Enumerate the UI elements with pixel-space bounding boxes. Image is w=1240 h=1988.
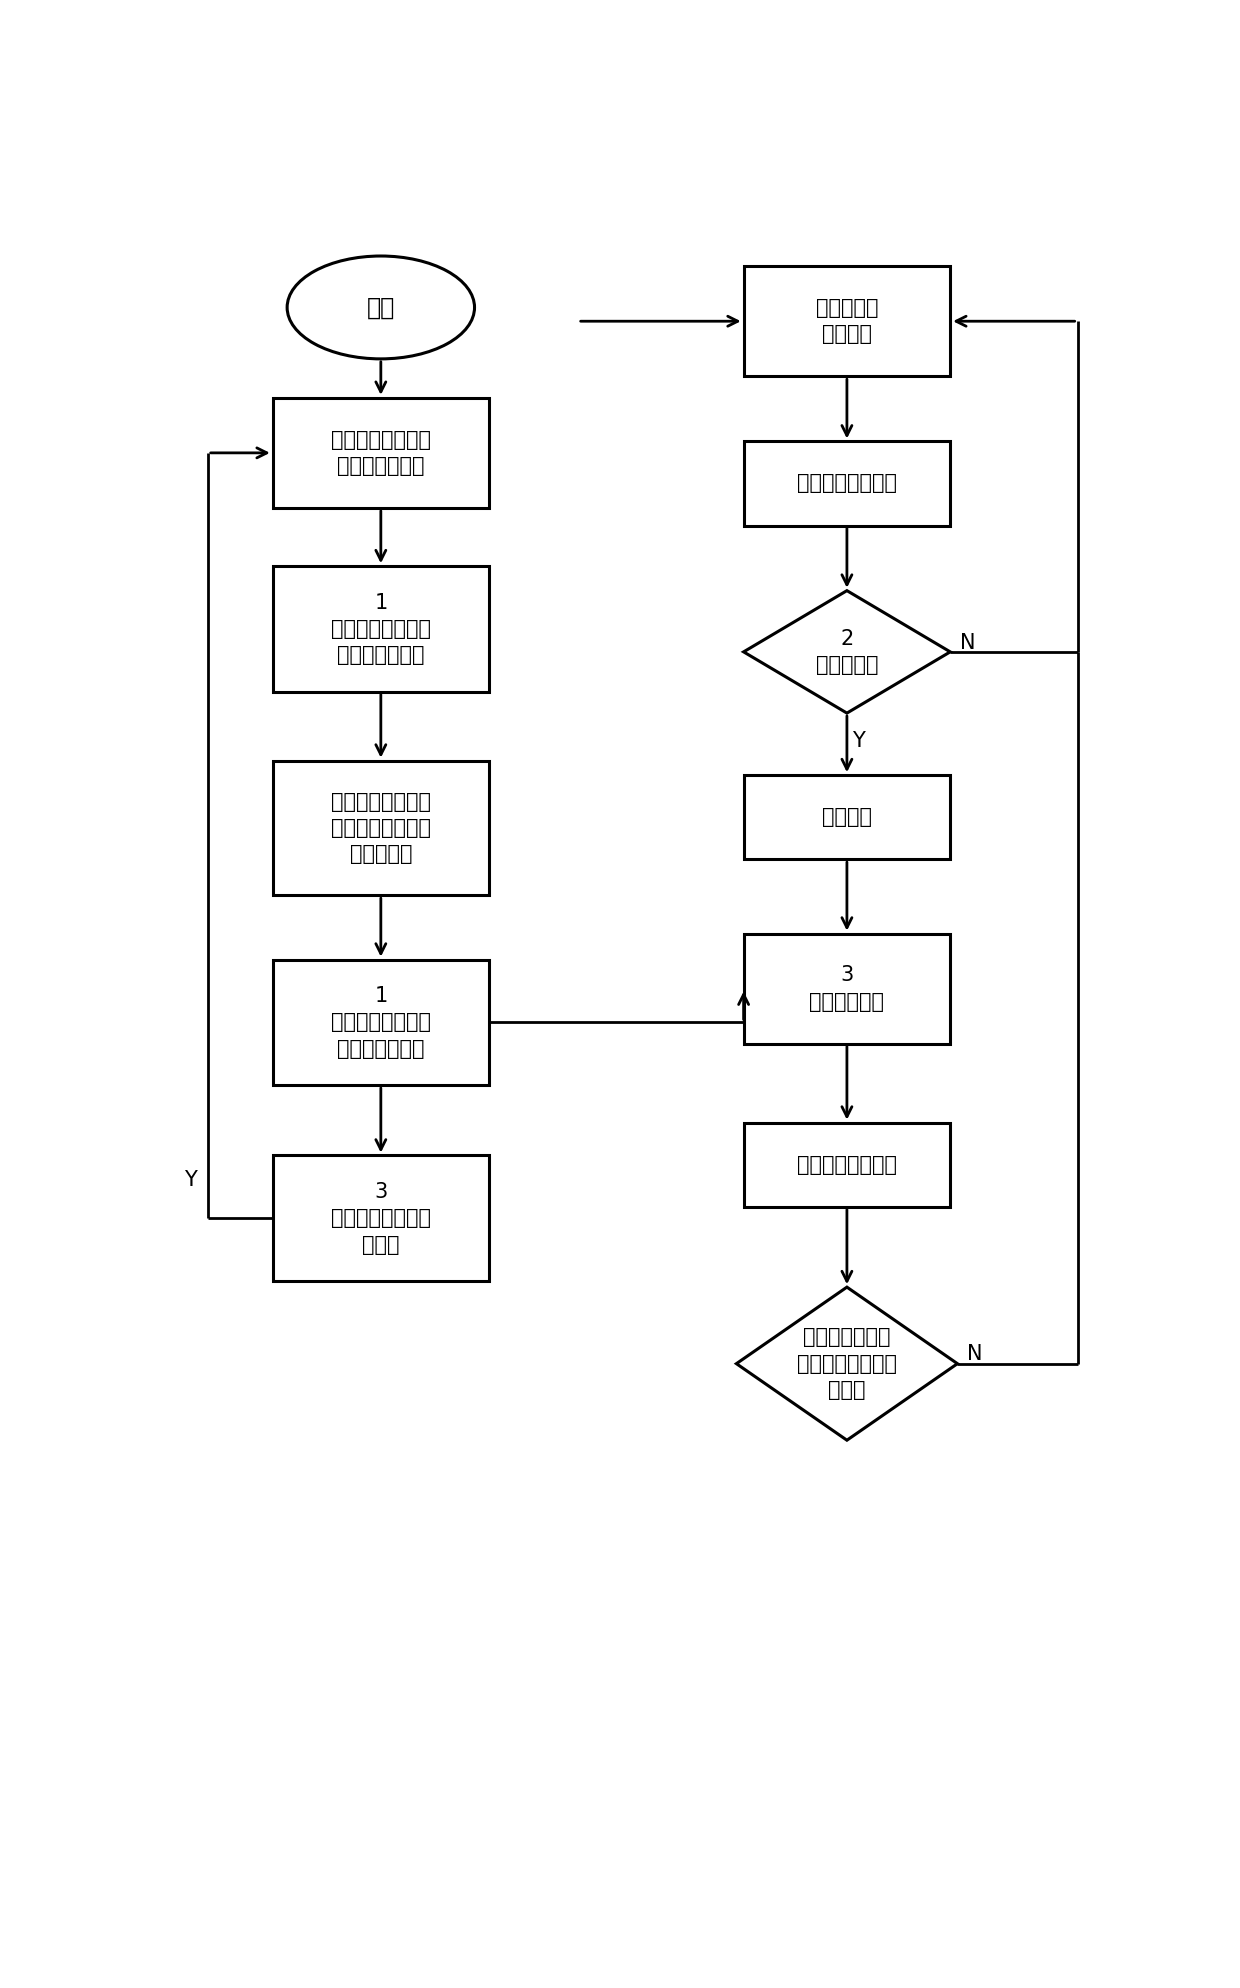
Text: N: N (967, 1344, 982, 1364)
Polygon shape (737, 1286, 957, 1439)
Text: 操作掘进机截割完
成一个截割循环: 操作掘进机截割完 成一个截割循环 (331, 429, 430, 475)
Text: 1
控制器采集存储磨
损状态特定数据: 1 控制器采集存储磨 损状态特定数据 (331, 986, 430, 1060)
Bar (273, 1155, 489, 1280)
Ellipse shape (288, 256, 475, 360)
Text: N: N (960, 632, 976, 652)
Polygon shape (744, 590, 950, 714)
Text: 截割地质是否变
化？是否更换施工
场地？: 截割地质是否变 化？是否更换施工 场地？ (797, 1328, 897, 1400)
Bar (273, 960, 489, 1085)
Text: 提示截齿磨损状态: 提示截齿磨损状态 (797, 473, 897, 493)
Text: Y: Y (184, 1171, 197, 1191)
Text: 操作掘进机继续至
截齿处于中度及严
重磨损状态: 操作掘进机继续至 截齿处于中度及严 重磨损状态 (331, 791, 430, 865)
Bar (744, 441, 950, 525)
Bar (273, 761, 489, 895)
Text: 3
标记更换时间: 3 标记更换时间 (810, 966, 884, 1012)
Text: 开始: 开始 (367, 296, 396, 320)
Bar (273, 398, 489, 509)
Bar (744, 266, 950, 376)
Text: 进入下一截割循环: 进入下一截割循环 (797, 1155, 897, 1175)
Bar (744, 1123, 950, 1207)
Text: Y: Y (852, 732, 864, 751)
Bar (744, 934, 950, 1044)
Text: 操作掘进机
正常截割: 操作掘进机 正常截割 (816, 298, 878, 344)
Text: 2
截齿磨损？: 2 截齿磨损？ (816, 628, 878, 676)
Text: 1
控制器采集存储正
常状态特定数据: 1 控制器采集存储正 常状态特定数据 (331, 592, 430, 666)
Text: 更换截齿: 更换截齿 (822, 807, 872, 827)
Text: 3
更换截齿并标记更
换间隔: 3 更换截齿并标记更 换间隔 (331, 1181, 430, 1254)
Bar (273, 567, 489, 692)
Bar (744, 775, 950, 859)
